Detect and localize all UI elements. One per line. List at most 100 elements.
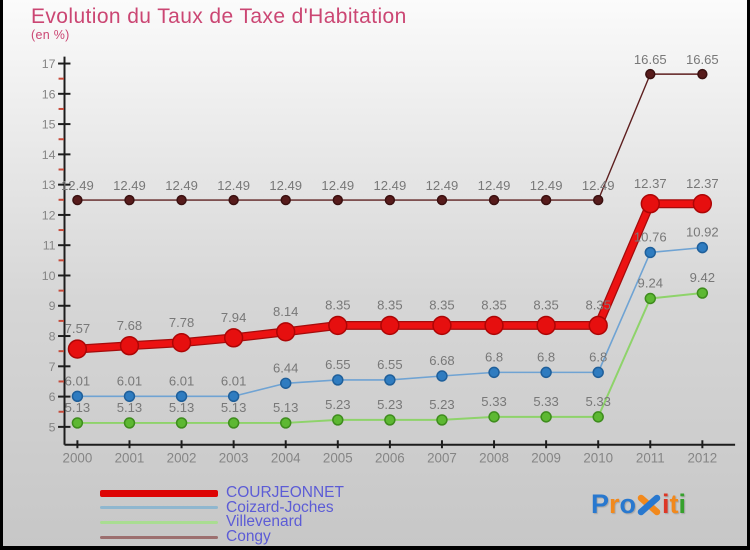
- logo-letter: i: [662, 489, 670, 519]
- value-label: 7.68: [117, 318, 142, 333]
- data-point: [380, 315, 400, 336]
- value-label: 8.35: [377, 298, 402, 313]
- value-label: 12.49: [321, 178, 354, 193]
- y-tick-label: 15: [42, 118, 56, 132]
- data-point: [540, 366, 552, 379]
- series-courjeonnet: [67, 194, 713, 359]
- logo-letter: P: [591, 489, 610, 519]
- data-point: [332, 414, 344, 426]
- value-label: 7.94: [221, 310, 246, 325]
- data-point: [540, 411, 552, 423]
- value-label: 5.33: [533, 394, 558, 409]
- data-point: [280, 194, 291, 206]
- value-label: 5.23: [325, 397, 350, 412]
- value-label: 5.23: [377, 397, 402, 412]
- y-tick-label: 16: [42, 87, 56, 101]
- x-tick-label: 2002: [167, 451, 197, 466]
- data-point: [228, 194, 239, 206]
- y-tick-label: 6: [49, 390, 56, 404]
- x-tick-label: 2012: [687, 451, 717, 466]
- value-label: 6.8: [589, 349, 607, 364]
- data-point: [276, 322, 296, 342]
- value-label: 12.49: [426, 178, 459, 193]
- data-point: [384, 414, 396, 426]
- legend: COURJEONNET Coizard-Joches Villevenard Cong…: [100, 484, 344, 546]
- data-point: [227, 390, 240, 402]
- data-point: [436, 194, 448, 206]
- value-label: 12.49: [269, 178, 302, 193]
- data-point: [488, 411, 500, 423]
- value-label: 8.35: [533, 298, 558, 313]
- x-tick-label: 2011: [636, 451, 665, 466]
- data-point: [332, 194, 344, 206]
- y-tick-label: 8: [49, 330, 56, 344]
- value-label: 8.35: [585, 298, 610, 313]
- page-title: Evolution du Taux de Taxe d'Habitation: [31, 5, 407, 28]
- value-label: 6.01: [117, 373, 142, 388]
- value-label: 8.14: [273, 304, 298, 319]
- value-label: 12.37: [634, 176, 667, 191]
- value-label: 12.49: [582, 178, 615, 193]
- y-tick-label: 14: [42, 148, 56, 162]
- value-labels-courjeonnet: 7.57 7.68 7.78 7.94 8.14 8.35 8.35 8.35 8.35 8.35…: [65, 176, 719, 336]
- value-label: 12.49: [61, 178, 94, 193]
- value-label: 6.44: [273, 360, 298, 375]
- data-point: [696, 241, 709, 254]
- data-point: [645, 68, 656, 80]
- value-label: 6.55: [377, 357, 402, 372]
- value-label: 6.8: [537, 349, 555, 364]
- value-label: 12.49: [530, 178, 563, 193]
- logo-letter: i: [678, 489, 687, 519]
- value-label: 5.33: [585, 394, 610, 409]
- value-label: 7.57: [65, 321, 90, 336]
- data-point: [223, 328, 244, 348]
- data-point: [592, 411, 604, 423]
- value-label: 12.49: [113, 178, 146, 193]
- data-point: [123, 390, 136, 402]
- value-label: 5.13: [65, 400, 90, 415]
- value-label: 9.42: [690, 270, 715, 285]
- x-tick-label: 2007: [427, 451, 457, 466]
- y-tick-label: 11: [43, 239, 56, 253]
- data-point: [588, 315, 608, 336]
- page-subtitle: (en %): [31, 28, 70, 42]
- data-point: [171, 333, 192, 353]
- logo-letter: o: [619, 489, 637, 519]
- value-label: 10.92: [686, 225, 719, 240]
- value-labels-coizard-joches: 6.01 6.01 6.01 6.01 6.44 6.55 6.55 6.68 6.8 6.8 6.…: [65, 225, 719, 389]
- data-point: [71, 390, 84, 402]
- x-tick-label: 2004: [271, 451, 301, 466]
- legend-swatch: [100, 535, 218, 539]
- legend-label: Congy: [226, 528, 271, 546]
- proxiti-logo[interactable]: Pro iti: [591, 489, 686, 520]
- value-label: 5.13: [273, 400, 298, 415]
- x-tick-label: 2001: [115, 451, 145, 466]
- data-point: [692, 194, 713, 214]
- x-tick-label: 2005: [323, 451, 353, 466]
- data-point: [488, 366, 500, 379]
- logo-letter: r: [609, 489, 620, 519]
- data-point: [592, 194, 604, 206]
- value-label: 16.65: [686, 52, 719, 67]
- data-point: [227, 417, 240, 429]
- value-label: 5.13: [117, 400, 142, 415]
- data-point: [280, 417, 292, 429]
- data-point: [176, 194, 187, 206]
- data-point: [72, 194, 83, 206]
- legend-label: COURJEONNET: [226, 484, 344, 502]
- legend-swatch: [100, 489, 218, 497]
- value-label: 12.49: [374, 178, 407, 193]
- y-tick-label: 12: [42, 208, 56, 222]
- value-label: 12.49: [478, 178, 511, 193]
- value-labels-congy: 12.49 12.49 12.49 12.49 12.49 12.49 12.49 12.49…: [61, 52, 719, 193]
- value-label: 6.01: [65, 373, 90, 388]
- legend-item-congy: Congy: [100, 528, 344, 546]
- data-point: [484, 315, 504, 336]
- value-label: 9.24: [638, 276, 663, 291]
- data-point: [384, 374, 396, 386]
- x-tick-label: 2006: [375, 451, 405, 466]
- y-tick-label: 9: [49, 299, 56, 313]
- value-label: 7.78: [169, 315, 194, 330]
- value-label: 5.13: [221, 400, 246, 415]
- legend-swatch: [100, 506, 218, 510]
